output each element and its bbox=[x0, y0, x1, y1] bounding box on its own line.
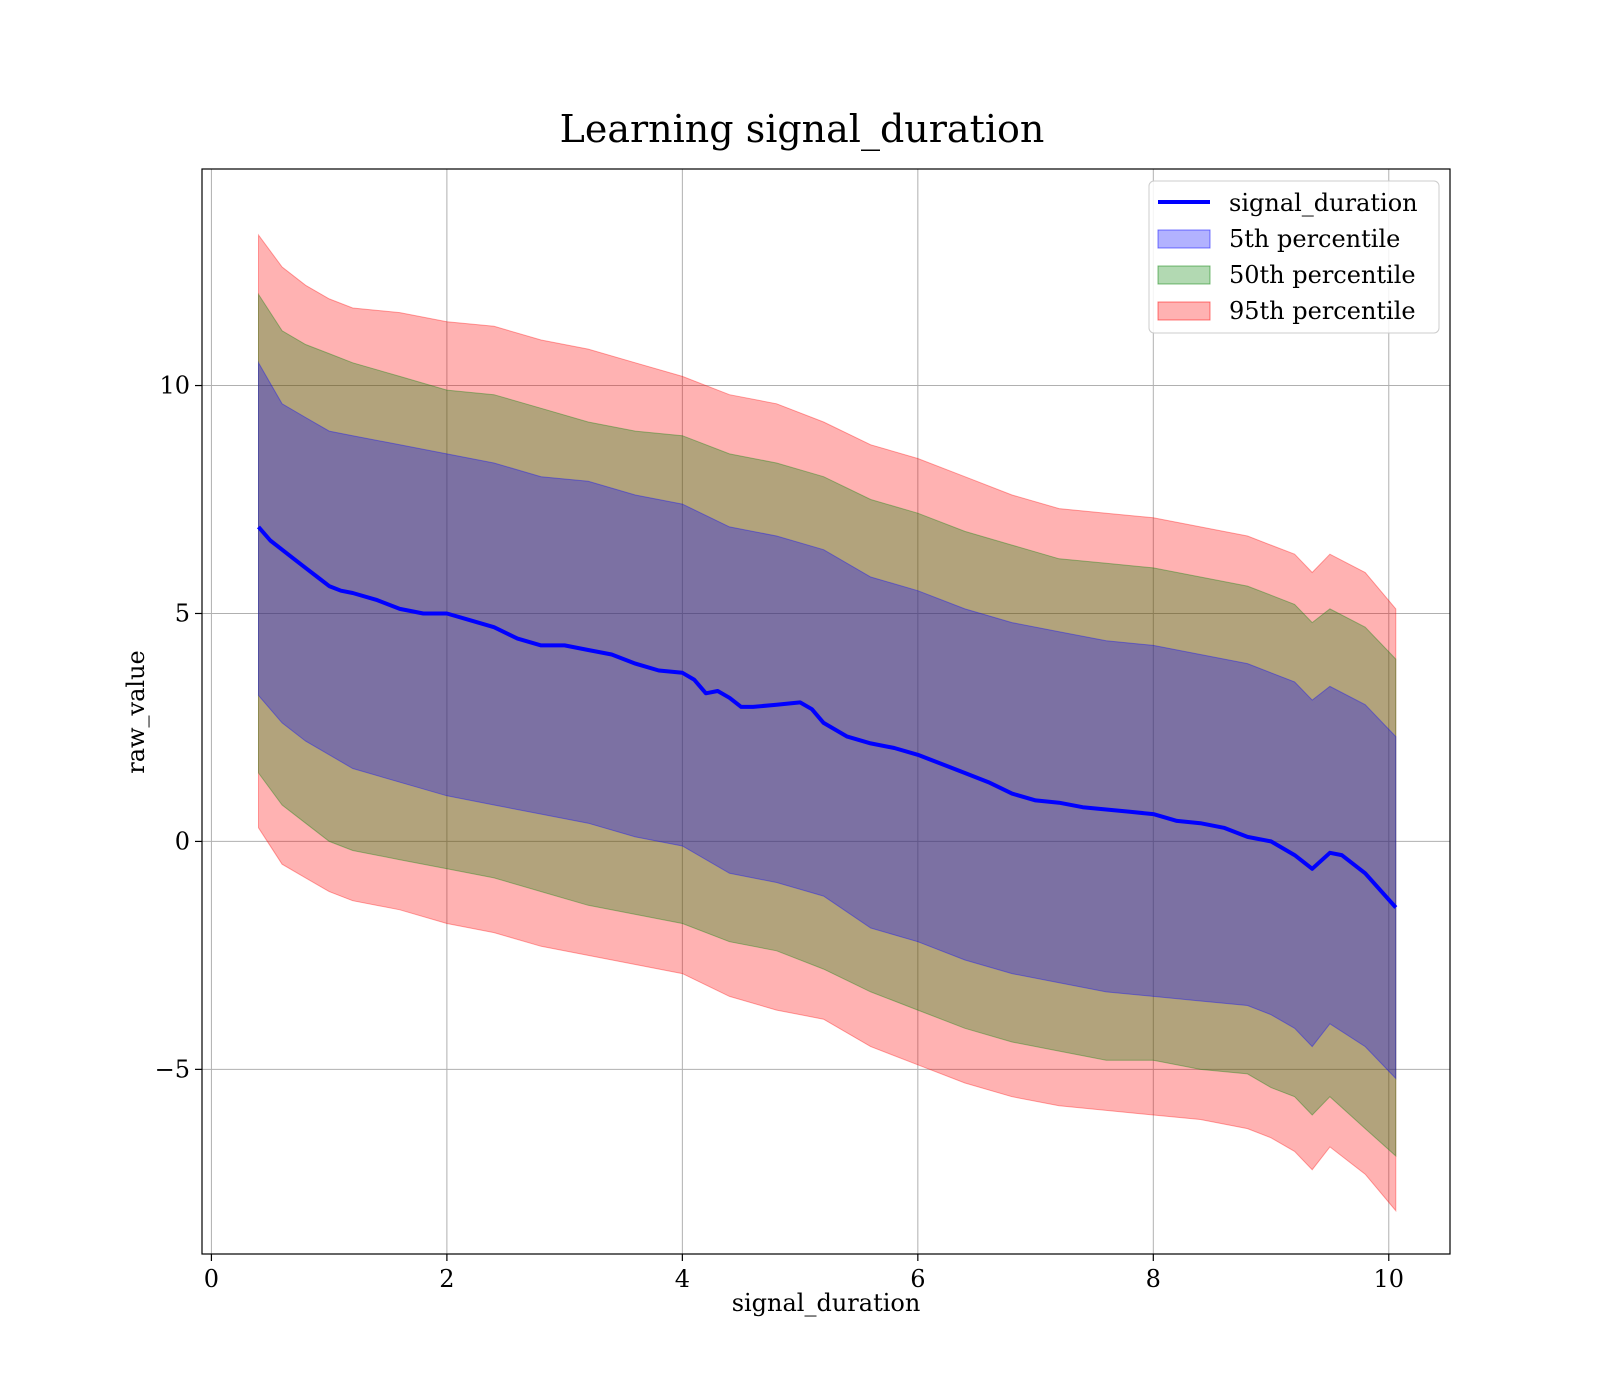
grid bbox=[202, 169, 1450, 1254]
y-tick-label: 10 bbox=[159, 372, 190, 400]
legend-patch-swatch bbox=[1157, 301, 1211, 321]
y-tick-label: 0 bbox=[175, 827, 190, 855]
band-5th-percentile bbox=[258, 360, 1397, 1080]
x-tick-label: 10 bbox=[1374, 1265, 1405, 1293]
legend-label: 50th percentile bbox=[1229, 261, 1416, 289]
legend-label: 5th percentile bbox=[1229, 225, 1400, 253]
line-signal-duration bbox=[256, 525, 1398, 909]
x-axis-label: signal_duration bbox=[732, 1289, 921, 1317]
legend-label: 95th percentile bbox=[1229, 297, 1416, 325]
x-tick-label: 4 bbox=[675, 1265, 690, 1293]
x-tick-label: 0 bbox=[204, 1265, 219, 1293]
legend-label: signal_duration bbox=[1229, 189, 1418, 217]
x-tick-label: 2 bbox=[439, 1265, 454, 1293]
line-series bbox=[256, 525, 1398, 909]
x-tick-label: 8 bbox=[1146, 1265, 1161, 1293]
chart-title: Learning signal_duration bbox=[560, 107, 1045, 152]
legend: signal_duration 5th percentile 50th perc… bbox=[1148, 180, 1440, 334]
axis-ticks: 0 2 4 6 8 10 −5 0 5 10 bbox=[155, 372, 1404, 1293]
legend-patch-swatch bbox=[1157, 265, 1211, 285]
legend-patch-swatch bbox=[1157, 229, 1211, 249]
y-tick-label: −5 bbox=[155, 1055, 190, 1083]
y-tick-label: 5 bbox=[175, 599, 190, 627]
x-tick-label: 6 bbox=[910, 1265, 925, 1293]
plot-frame bbox=[201, 168, 1451, 1255]
legend-box bbox=[1148, 180, 1440, 334]
y-axis-label: raw_value bbox=[122, 650, 150, 774]
